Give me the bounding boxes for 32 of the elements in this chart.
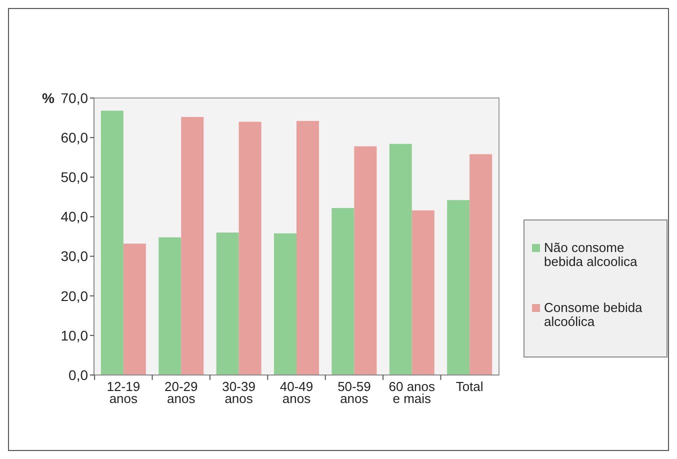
bar xyxy=(447,200,470,375)
y-tick-label: 70,0 xyxy=(60,90,88,106)
bar xyxy=(181,116,204,375)
y-tick-label: 10,0 xyxy=(60,327,88,344)
legend-label: Consome bebida alcoólica xyxy=(544,300,644,329)
x-tick-label: 50-59 anos xyxy=(338,379,371,406)
bar xyxy=(354,146,377,375)
y-tick-label: 60,0 xyxy=(60,129,88,146)
x-tick-label: 12-19 anos xyxy=(106,379,140,406)
x-tick-label: 60 anos e mais xyxy=(388,379,436,406)
bar xyxy=(389,144,412,375)
legend-label: Não consome bebida alcoolica xyxy=(544,240,638,269)
x-tick-label: 20-29 anos xyxy=(164,379,198,406)
y-tick-label: 40,0 xyxy=(60,208,88,225)
bar xyxy=(100,110,124,375)
bar xyxy=(238,122,262,375)
bar xyxy=(274,233,296,375)
x-tick-label: 30-39 anos xyxy=(222,379,256,406)
y-tick-label: 0,0 xyxy=(68,366,88,383)
bar xyxy=(332,208,354,375)
y-tick-label: 30,0 xyxy=(60,248,88,264)
y-tick-label: 20,0 xyxy=(60,288,88,304)
bar xyxy=(412,210,434,375)
bar xyxy=(296,120,319,375)
bar xyxy=(470,154,492,375)
bar xyxy=(123,244,146,375)
x-tick-label: 40-49 anos xyxy=(280,379,314,406)
bar xyxy=(158,237,182,375)
bar xyxy=(216,232,239,375)
x-tick-label: Total xyxy=(456,379,484,394)
y-tick-label: 50,0 xyxy=(60,169,88,186)
y-axis-title: % xyxy=(42,90,55,106)
